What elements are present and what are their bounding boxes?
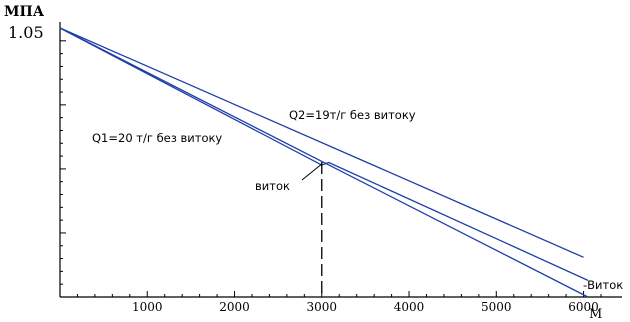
series-line-2 xyxy=(59,27,589,298)
x-axis-label: М xyxy=(589,307,602,322)
series-line-3 xyxy=(59,27,589,281)
series-group xyxy=(59,27,589,298)
axes xyxy=(59,22,622,298)
x-tick-label: 5000 xyxy=(481,300,512,314)
x-tick-label: 4000 xyxy=(394,300,425,314)
y-max-tick-label: 1.05 xyxy=(8,23,44,42)
x-tick-label: 6000 xyxy=(568,300,599,314)
leak-pointer-line xyxy=(301,163,323,181)
series-line-1 xyxy=(59,27,584,258)
y-axis-label: МПА xyxy=(4,4,45,20)
x-tick-label: 1000 xyxy=(132,300,163,314)
annotation-q2: Q2=19т/г без витоку xyxy=(289,108,416,122)
y-ticks xyxy=(60,40,66,285)
annotation-leak: виток xyxy=(255,179,290,193)
x-tick-label: 2000 xyxy=(219,300,250,314)
x-ticks: 1000 2000 3000 4000 5000 6000 xyxy=(76,291,602,314)
annotation-end-leak: -Виток xyxy=(583,278,623,292)
annotation-q1: Q1=20 т/г без витоку xyxy=(92,131,222,145)
x-tick-label: 3000 xyxy=(307,300,338,314)
